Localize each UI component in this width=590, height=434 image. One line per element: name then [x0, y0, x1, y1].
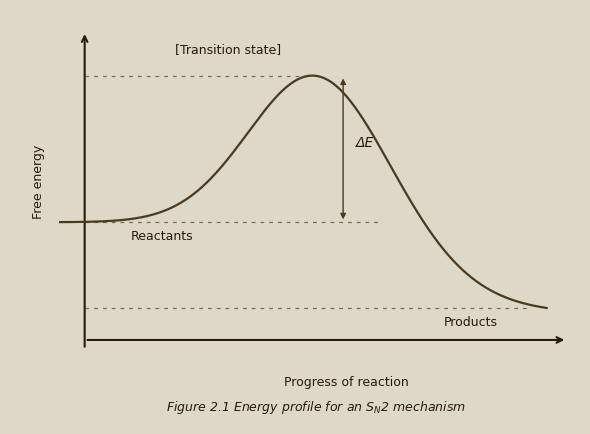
Text: ΔE: ΔE	[356, 135, 374, 150]
Text: Products: Products	[444, 316, 498, 329]
Text: Free energy: Free energy	[32, 145, 45, 219]
Text: [Transition state]: [Transition state]	[175, 43, 281, 56]
Text: Progress of reaction: Progress of reaction	[284, 376, 409, 389]
Text: Reactants: Reactants	[131, 230, 194, 243]
Text: Figure 2.1 Energy profile for an S$_N$2 mechanism: Figure 2.1 Energy profile for an S$_N$2 …	[166, 399, 466, 416]
